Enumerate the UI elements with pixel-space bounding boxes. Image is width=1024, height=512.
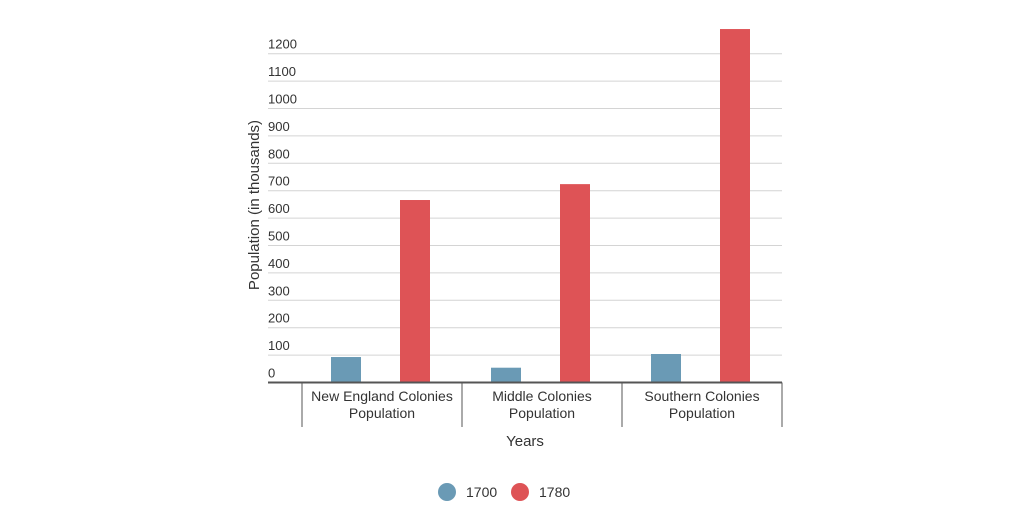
y-tick-label-1100: 1100 xyxy=(268,64,296,79)
x-axis: New England Colonies Population Middle Col… xyxy=(268,381,783,427)
x-axis-title: Years xyxy=(506,433,544,450)
bars xyxy=(331,29,750,383)
y-tick-label-700: 700 xyxy=(268,174,290,189)
y-axis-title: Population (in thousands) xyxy=(246,120,263,290)
bar-1700-3 xyxy=(651,354,681,383)
x-category-label-3: Southern Colonies Population xyxy=(644,388,759,421)
legend-swatch-1700 xyxy=(438,483,456,501)
y-axis-ticks: 0 100 200 300 400 500 600 700 800 900 1000 1100 1200 xyxy=(268,37,297,381)
bar-1780-2 xyxy=(560,184,590,383)
y-tick-label-1000: 1000 xyxy=(268,92,297,107)
grid-lines xyxy=(268,53,782,356)
bar-1700-1 xyxy=(331,357,361,383)
y-tick-label-900: 900 xyxy=(268,119,290,134)
y-tick-label-800: 800 xyxy=(268,146,290,161)
y-tick-label-100: 100 xyxy=(268,338,290,353)
y-tick-label-1200: 1200 xyxy=(268,37,297,52)
y-tick-label-200: 200 xyxy=(268,311,290,326)
x-category-label-2: Middle Colonies Population xyxy=(492,388,592,421)
y-tick-label-300: 300 xyxy=(268,283,290,298)
y-tick-label-0: 0 xyxy=(268,366,275,381)
legend: 1700 1780 xyxy=(438,483,570,501)
bar-1780-3 xyxy=(720,29,750,383)
y-tick-label-500: 500 xyxy=(268,229,290,244)
legend-swatch-1780 xyxy=(511,483,529,501)
y-tick-label-600: 600 xyxy=(268,201,290,216)
x-category-label-1: New England Colonies Population xyxy=(311,388,453,421)
legend-label-1700: 1700 xyxy=(466,484,497,500)
legend-label-1780: 1780 xyxy=(539,484,570,500)
y-tick-label-400: 400 xyxy=(268,256,290,271)
bar-1700-2 xyxy=(491,367,521,383)
bar-1780-1 xyxy=(400,200,430,383)
